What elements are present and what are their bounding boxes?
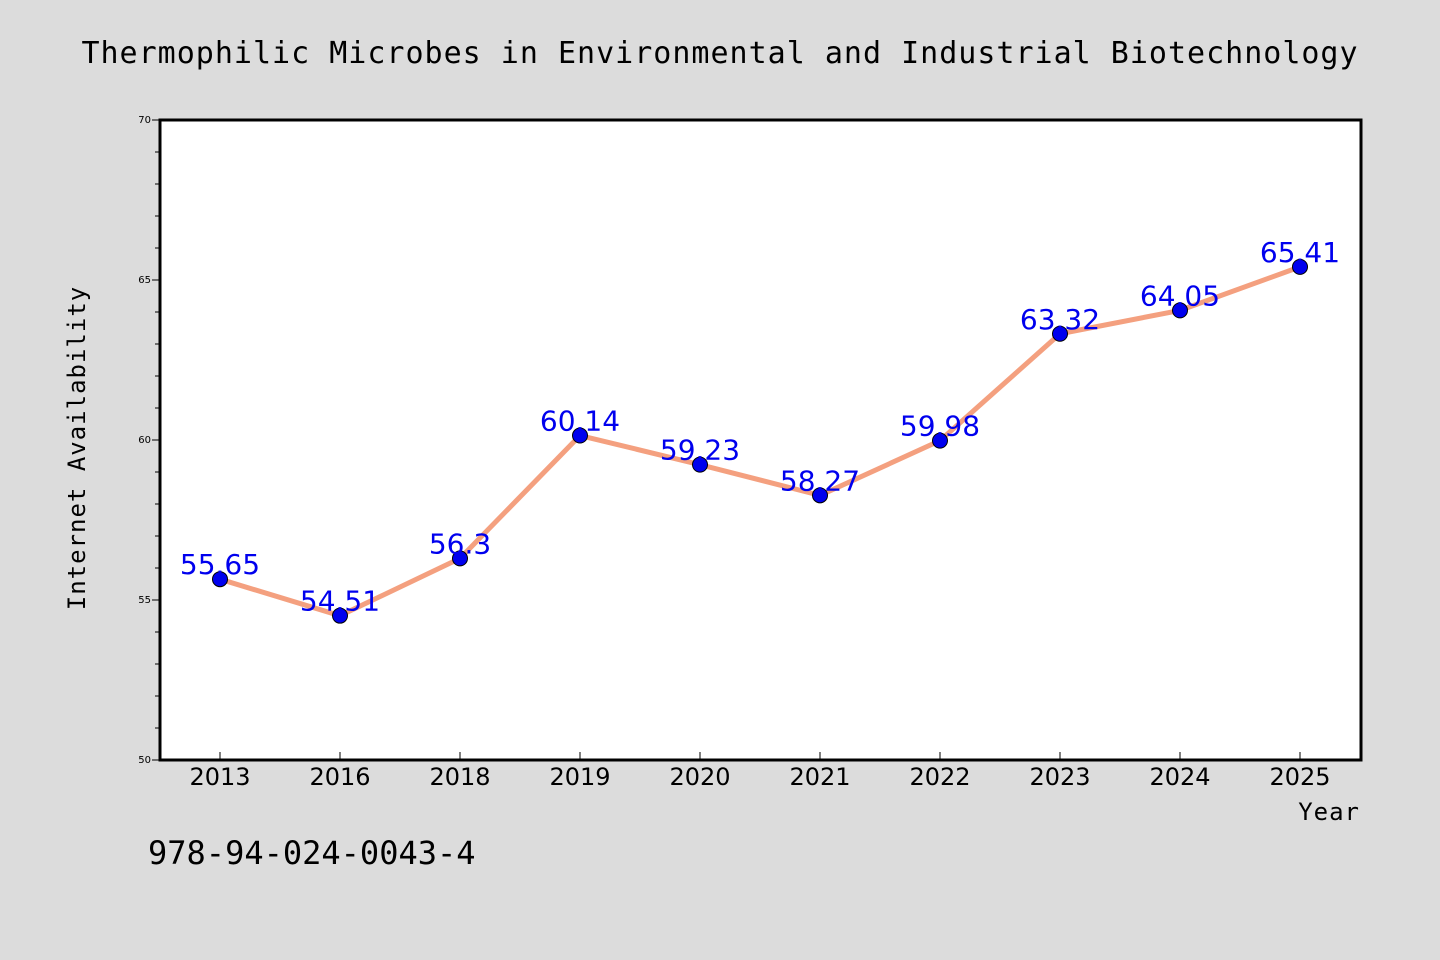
x-tick-label: 2021 xyxy=(789,763,850,791)
x-axis-label: Year xyxy=(1298,798,1360,826)
data-label: 59.98 xyxy=(900,410,980,443)
data-label: 54.51 xyxy=(300,585,380,618)
data-point xyxy=(212,571,228,588)
y-tick-label: 55 xyxy=(138,595,151,606)
series-line xyxy=(217,264,1303,619)
series-layer: 55.65 54.51 56.3 60.14 59.23 58.27 59.98 63.32 6… xyxy=(180,236,1340,624)
data-label: 63.32 xyxy=(1020,303,1100,336)
x-tick-label: 2024 xyxy=(1149,763,1210,791)
y-axis-label: Internet Availability xyxy=(63,286,91,610)
data-label: 65.41 xyxy=(1260,236,1340,269)
x-tick-label: 2018 xyxy=(429,763,490,791)
x-tick-label: 2016 xyxy=(309,763,370,791)
data-label: 64.05 xyxy=(1140,279,1220,312)
x-tick-label: 2013 xyxy=(189,763,250,791)
y-tick-label: 70 xyxy=(138,115,151,126)
chart-title: Thermophilic Microbes in Environmental a… xyxy=(81,36,1358,71)
data-point xyxy=(692,456,708,473)
data-label: 59.23 xyxy=(660,434,740,467)
x-tick-label: 2023 xyxy=(1029,763,1090,791)
data-label: 56.3 xyxy=(429,527,491,560)
data-point xyxy=(1052,325,1068,342)
data-label: 55.65 xyxy=(180,548,260,581)
x-tick-label: 2022 xyxy=(909,763,970,791)
data-label: 60.14 xyxy=(540,405,620,438)
axis-ticks: 50 55 60 65 70 2013 2016 2018 2019 2020 2021 2022 20… xyxy=(138,115,1330,791)
y-tick-label: 60 xyxy=(138,435,151,446)
plot-area xyxy=(158,118,1363,762)
data-label: 58.27 xyxy=(780,464,860,497)
isbn-text: 978-94-024-0043-4 xyxy=(148,834,476,872)
data-point xyxy=(1292,258,1308,275)
data-point xyxy=(572,427,588,444)
y-tick-label: 65 xyxy=(138,275,151,286)
data-point xyxy=(932,432,948,449)
data-point xyxy=(812,487,828,504)
data-point xyxy=(452,550,468,567)
x-tick-label: 2019 xyxy=(549,763,610,791)
x-tick-label: 2025 xyxy=(1269,763,1330,791)
data-point xyxy=(1172,302,1188,319)
x-tick-label: 2020 xyxy=(669,763,730,791)
y-tick-label: 50 xyxy=(138,755,151,766)
data-point xyxy=(332,607,348,624)
